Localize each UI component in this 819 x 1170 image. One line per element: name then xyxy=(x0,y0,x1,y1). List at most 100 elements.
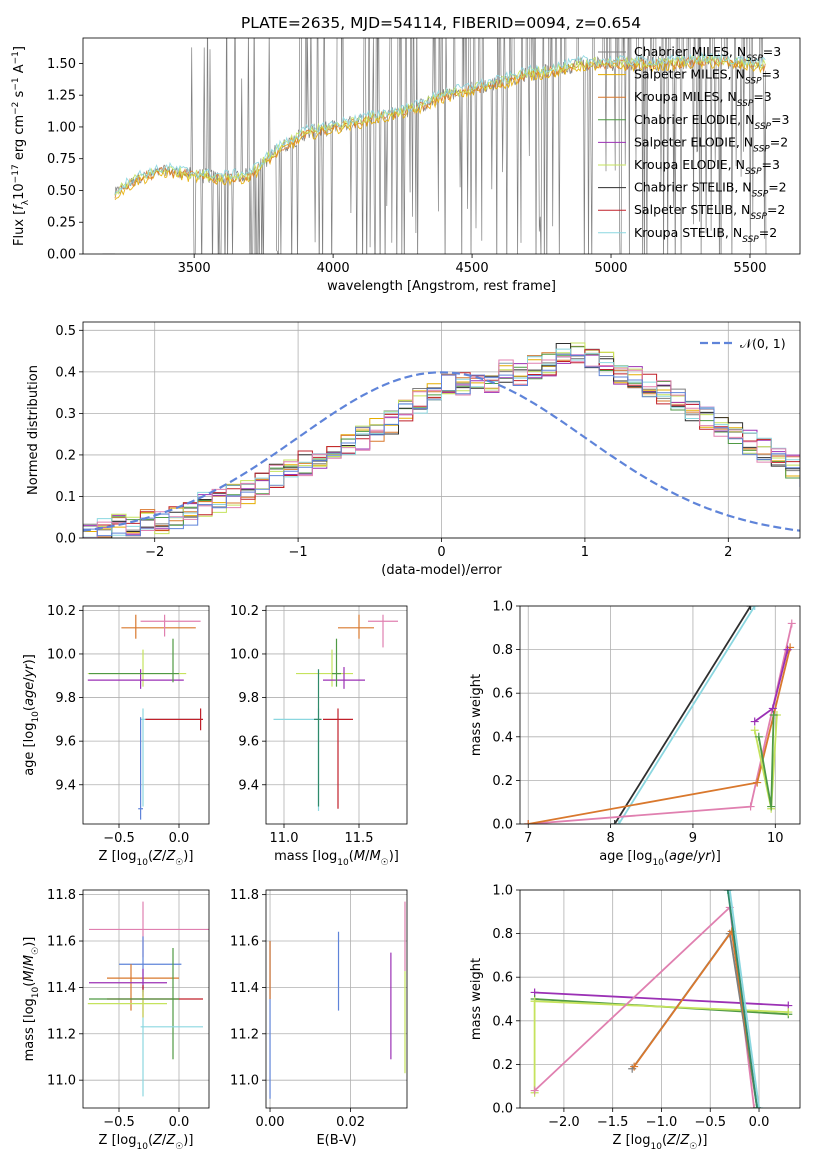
y-tick-label: 0.3 xyxy=(55,407,76,422)
y-axis-label-part: mass [log xyxy=(22,998,37,1061)
plot-area-spectrum xyxy=(102,38,767,254)
y-tick-label: 10.0 xyxy=(47,647,76,662)
weight-marker xyxy=(630,1062,639,1071)
legend-label-sub: SSP xyxy=(752,190,769,200)
y-tick-label: 0.8 xyxy=(492,643,513,658)
x-axis-label-part: age xyxy=(669,849,693,864)
legend-label-main: Salpeter STELIB, N xyxy=(634,202,750,217)
y-tick-label: 10.0 xyxy=(230,647,259,662)
y-axis-label-part: Flux [ xyxy=(12,210,27,246)
plot-area-massweight-vs-Z xyxy=(530,890,793,1108)
y-axis-label-part: / xyxy=(22,677,37,682)
x-tick-label: 0 xyxy=(437,545,445,560)
weight-marker xyxy=(754,732,763,741)
legend-label-sub: SSP xyxy=(753,144,770,154)
y-tick-label: 9.6 xyxy=(238,735,259,750)
legend-label: Chabrier STELIB, NSSP=2 xyxy=(634,180,787,200)
gaussian-curve xyxy=(83,371,800,532)
x-axis-label-part: 10 xyxy=(136,1142,148,1152)
axes-frame xyxy=(82,889,210,1109)
y-axis-label-part: M xyxy=(22,955,37,966)
legend-label-tail: =3 xyxy=(771,112,789,127)
weight-marker xyxy=(755,1104,764,1108)
x-axis-label-part: M xyxy=(369,849,380,864)
legend-label: Kroupa MILES, NSSP=3 xyxy=(634,89,772,109)
x-axis-label-part: / xyxy=(693,849,698,864)
weight-line xyxy=(533,905,755,1108)
y-tick-label: 11.0 xyxy=(47,1074,76,1089)
legend-label-sub: SSP xyxy=(742,235,759,245)
x-axis-label-part: 10 xyxy=(650,1142,662,1152)
weight-marker xyxy=(524,820,533,824)
axes-frame xyxy=(519,605,801,825)
y-axis-label-part: age [log xyxy=(22,723,37,776)
y-tick-label: 1.50 xyxy=(47,57,76,72)
x-tick-label: 9 xyxy=(689,831,697,846)
y-tick-label: 0.50 xyxy=(47,184,76,199)
legend-label-sub: SSP xyxy=(745,77,762,87)
axes-massweight-vs-Z: −2.0 −1.5 −1.0 −0.5 0.0 0.0 0.2 0.4 0.6 0.8 1.0 Z [… xyxy=(469,884,801,1152)
axes-frame xyxy=(265,605,408,825)
y-tick-label: 0.25 xyxy=(47,216,76,231)
legend-label: Salpeter ELODIE, NSSP=2 xyxy=(634,134,788,154)
weight-line xyxy=(528,647,791,824)
y-tick-label: 1.0 xyxy=(492,884,513,899)
y-axis-label-part: λ xyxy=(21,199,31,205)
axes-frame xyxy=(82,37,801,255)
y-axis-label: Flux [fλ10−17 erg cm−2 s−1 A−1] xyxy=(11,46,31,246)
x-axis-label-part: )] xyxy=(697,1133,707,1148)
y-axis-label: mass [log10(M/M☉)] xyxy=(22,937,41,1062)
spectrum-model-line xyxy=(114,51,766,195)
x-tick-label: −0.5 xyxy=(103,1115,135,1130)
weight-marker xyxy=(783,645,792,654)
y-axis-label-part: s xyxy=(12,90,27,101)
x-tick-label: −1.0 xyxy=(646,1115,678,1130)
y-axis-label-part: 10 xyxy=(31,986,41,998)
figure-title: PLATE=2635, MJD=54114, FIBERID=0094, z=0… xyxy=(241,14,641,32)
legend-label-sub: SSP xyxy=(754,122,771,132)
legend-label-main: Salpeter MILES, N xyxy=(634,67,745,82)
y-axis-label-part: A xyxy=(12,64,27,77)
x-tick-label: −1 xyxy=(289,545,308,560)
x-axis-label-part: yr xyxy=(697,849,713,864)
weight-marker xyxy=(727,927,736,936)
y-tick-label: 9.8 xyxy=(55,691,76,706)
y-axis-label-part: ( xyxy=(22,706,37,711)
weight-marker xyxy=(753,778,762,787)
weight-line xyxy=(533,1000,789,1093)
y-axis-label-part: yr xyxy=(22,663,37,679)
x-axis-label-part: Z [log xyxy=(99,849,137,864)
x-tick-label: 3500 xyxy=(178,261,211,276)
x-tick-label: −2.0 xyxy=(548,1115,580,1130)
weight-line xyxy=(528,623,793,824)
y-tick-label: 0.0 xyxy=(492,1102,513,1117)
legend-label-main: Kroupa MILES, N xyxy=(634,89,737,104)
x-axis-label-part: Z xyxy=(165,1133,176,1148)
weight-marker xyxy=(769,711,778,719)
weight-marker xyxy=(750,726,759,735)
y-tick-label: 1.25 xyxy=(47,89,76,104)
y-tick-label: 0.8 xyxy=(492,927,513,942)
y-tick-label: 0.6 xyxy=(492,971,513,986)
x-tick-label: 5000 xyxy=(594,261,627,276)
x-axis-label-part: 10 xyxy=(337,858,349,868)
weight-marker xyxy=(767,802,776,811)
x-tick-label: 8 xyxy=(606,831,614,846)
legend-label-gauss: 𝒩(0, 1) xyxy=(740,336,786,351)
y-tick-label: 0.00 xyxy=(47,248,76,263)
axes-frame xyxy=(519,889,801,1109)
y-axis-label: mass weight xyxy=(469,674,484,756)
y-tick-label: 10.2 xyxy=(230,604,259,619)
histogram-step xyxy=(83,353,800,538)
y-axis-label-part: ] xyxy=(12,46,27,51)
x-tick-label: 11.5 xyxy=(345,831,374,846)
x-axis-label-part: / xyxy=(162,849,167,864)
x-tick-label: 0.00 xyxy=(256,1115,285,1130)
y-tick-label: 9.4 xyxy=(55,778,76,793)
x-axis-label-part: mass [log xyxy=(274,849,337,864)
y-axis-label-part: f xyxy=(12,203,27,210)
y-tick-label: 11.8 xyxy=(230,888,259,903)
x-axis-label-part: Z xyxy=(666,1133,677,1148)
x-axis-label-part: E(B-V) xyxy=(316,1133,356,1148)
